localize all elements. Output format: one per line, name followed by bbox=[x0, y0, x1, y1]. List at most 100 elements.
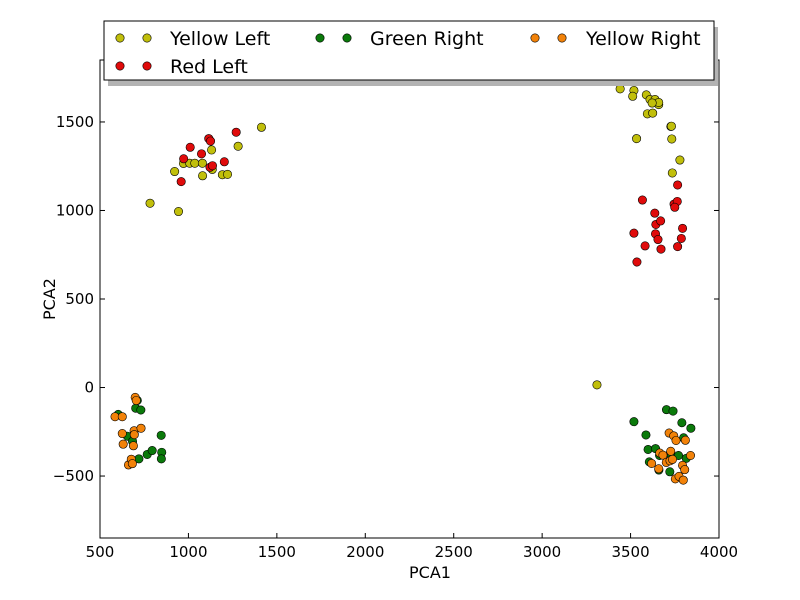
data-point bbox=[680, 465, 690, 475]
data-point bbox=[647, 458, 657, 468]
data-point bbox=[666, 121, 676, 131]
data-point bbox=[686, 423, 696, 433]
legend-label: Yellow Left bbox=[169, 28, 270, 50]
data-point bbox=[667, 134, 677, 144]
x-tick-label: 1000 bbox=[169, 543, 207, 561]
series-1 bbox=[176, 127, 688, 267]
data-point bbox=[256, 122, 266, 132]
data-point bbox=[233, 141, 243, 151]
data-point bbox=[656, 216, 666, 226]
legend-marker bbox=[530, 33, 540, 43]
data-point bbox=[131, 395, 141, 405]
legend-marker bbox=[115, 33, 125, 43]
data-point bbox=[223, 169, 233, 179]
data-point bbox=[117, 429, 127, 439]
data-point bbox=[207, 161, 217, 171]
data-point bbox=[156, 430, 166, 440]
data-point bbox=[675, 155, 685, 165]
x-tick-label: 3500 bbox=[611, 543, 649, 561]
data-point bbox=[650, 208, 660, 218]
legend-label: Green Right bbox=[370, 28, 484, 50]
data-point bbox=[676, 233, 686, 243]
data-point bbox=[128, 441, 138, 451]
data-points bbox=[110, 84, 696, 485]
data-point bbox=[677, 418, 687, 428]
x-tick-label: 2000 bbox=[346, 543, 384, 561]
data-point bbox=[668, 406, 678, 416]
data-point bbox=[136, 423, 146, 433]
data-point bbox=[156, 454, 166, 464]
data-point bbox=[673, 180, 683, 190]
data-point bbox=[147, 446, 157, 456]
data-point bbox=[640, 241, 650, 251]
data-point bbox=[629, 417, 639, 427]
data-point bbox=[185, 142, 195, 152]
data-point bbox=[686, 451, 696, 461]
data-point bbox=[197, 149, 207, 159]
data-point bbox=[648, 108, 658, 118]
y-tick-label: −500 bbox=[53, 467, 94, 485]
data-point bbox=[673, 242, 683, 252]
legend-marker bbox=[342, 33, 352, 43]
data-point bbox=[632, 134, 642, 144]
data-point bbox=[667, 454, 677, 464]
x-tick-label: 1500 bbox=[258, 543, 296, 561]
data-point bbox=[678, 475, 688, 485]
y-tick-label: 500 bbox=[65, 290, 94, 308]
data-point bbox=[647, 98, 657, 108]
data-point bbox=[179, 154, 189, 164]
plot-area bbox=[99, 59, 720, 539]
data-point bbox=[680, 435, 690, 445]
x-tick-label: 2500 bbox=[435, 543, 473, 561]
legend-marker bbox=[142, 33, 152, 43]
legend-entry: Yellow Right bbox=[530, 28, 701, 50]
data-point bbox=[643, 444, 653, 454]
data-point bbox=[665, 467, 675, 477]
x-tick-label: 500 bbox=[86, 543, 115, 561]
data-point bbox=[198, 171, 208, 181]
data-point bbox=[653, 235, 663, 245]
data-point bbox=[678, 223, 688, 233]
data-point bbox=[656, 244, 666, 254]
y-axis-title: PCA2 bbox=[40, 278, 59, 320]
legend-marker bbox=[557, 33, 567, 43]
x-tick-label: 4000 bbox=[700, 543, 738, 561]
x-axis-title: PCA1 bbox=[409, 563, 451, 582]
data-point bbox=[127, 459, 137, 469]
data-point bbox=[628, 91, 638, 101]
data-point bbox=[641, 430, 651, 440]
legend-box bbox=[103, 20, 715, 81]
data-point bbox=[170, 167, 180, 177]
legend-entry: Red Left bbox=[115, 56, 248, 78]
data-point bbox=[666, 446, 676, 456]
series-0 bbox=[145, 84, 685, 390]
data-point bbox=[197, 158, 207, 168]
data-point bbox=[670, 202, 680, 212]
y-tick-label: 1000 bbox=[56, 201, 94, 219]
legend-marker bbox=[315, 33, 325, 43]
legend-entry: Yellow Left bbox=[115, 28, 270, 50]
legend-marker bbox=[115, 61, 125, 71]
data-point bbox=[231, 127, 241, 137]
data-point bbox=[176, 177, 186, 187]
data-point bbox=[117, 412, 127, 422]
data-point bbox=[136, 405, 146, 415]
y-tick-label: 0 bbox=[84, 379, 94, 397]
x-tick-label: 3000 bbox=[523, 543, 561, 561]
legend-label: Yellow Right bbox=[585, 28, 701, 50]
data-point bbox=[654, 464, 664, 474]
y-tick-label: 1500 bbox=[56, 113, 94, 131]
legend-entry: Green Right bbox=[315, 28, 484, 50]
data-point bbox=[118, 439, 128, 449]
data-point bbox=[671, 435, 681, 445]
legend-label: Red Left bbox=[170, 56, 248, 78]
data-point bbox=[129, 430, 139, 440]
data-point bbox=[667, 168, 677, 178]
data-point bbox=[637, 195, 647, 205]
data-point bbox=[592, 380, 602, 390]
data-point bbox=[632, 257, 642, 267]
data-point bbox=[658, 450, 668, 460]
data-point bbox=[206, 136, 216, 146]
data-point bbox=[219, 157, 229, 167]
